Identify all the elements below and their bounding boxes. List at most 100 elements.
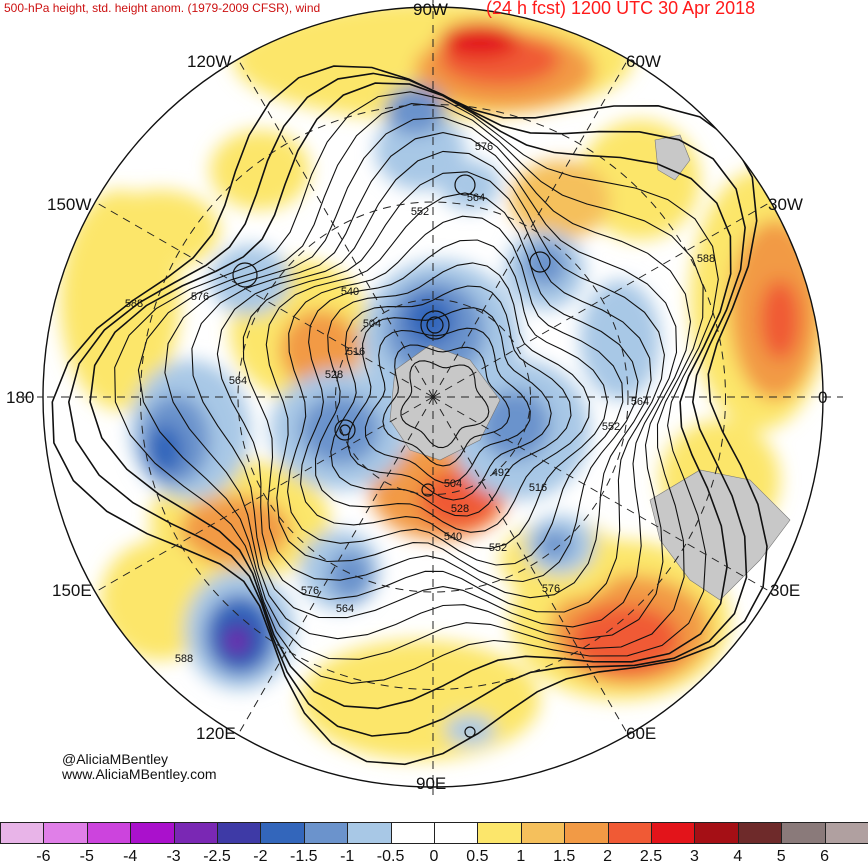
colorbar-swatch [260, 822, 305, 844]
map-title-left: 500-hPa height, std. height anom. (1979-… [4, 1, 321, 15]
contour-label: 552 [411, 206, 429, 218]
height-contour [314, 262, 591, 533]
lon-label-30w: 30W [768, 195, 803, 214]
warm-anomaly [440, 22, 520, 58]
colorbar-swatch [564, 822, 609, 844]
land-area [649, 469, 791, 601]
meridian-line [432, 59, 629, 398]
colorbar-swatch [43, 822, 88, 844]
closed-low [421, 483, 435, 497]
lon-label-0: 0 [818, 388, 828, 407]
latitude-circle [335, 299, 531, 495]
height-contour [89, 82, 732, 710]
cool-anomaly [537, 530, 573, 560]
height-contour [242, 171, 652, 599]
meridian-line [95, 396, 434, 593]
height-contour [382, 344, 510, 467]
contour-label: 576 [475, 141, 493, 153]
colorbar-tick-label: -2 [253, 848, 268, 865]
closed-low [420, 310, 450, 340]
contour-label: 564 [336, 603, 354, 615]
colorbar-swatch [130, 822, 175, 844]
colorbar-swatch [347, 822, 392, 844]
lon-label-90e: 90E [416, 774, 447, 793]
height-contour [51, 65, 768, 766]
contour-label: 528 [325, 369, 343, 381]
contour-label: 528 [451, 503, 469, 515]
contour-label: 516 [529, 482, 547, 494]
colorbar-tick-label: 1.5 [553, 848, 576, 865]
lon-label-120w: 120W [187, 52, 232, 71]
lon-label-180: 180 [6, 388, 35, 407]
closed-low [454, 174, 476, 196]
height-contour [137, 103, 704, 660]
lon-label-150e: 150E [52, 581, 92, 600]
colorbar-tick-label: -5 [79, 848, 94, 865]
colorbar-tick-label: 5 [776, 848, 786, 865]
contour-label-layer: 576 564 552 588 576 540 504 516 528 564 588 564 552 4… [125, 141, 715, 665]
meridian-line [432, 201, 771, 398]
contour-label: 540 [444, 531, 462, 543]
warm-anomaly [100, 190, 220, 270]
contour-label: 492 [492, 467, 510, 479]
contour-label: 576 [191, 291, 209, 303]
colorbar-swatch [173, 822, 218, 844]
colorbar-swatch [781, 822, 826, 844]
latitude-circle [140, 104, 726, 690]
closed-low [529, 251, 551, 273]
lon-label-120e: 120E [196, 724, 236, 743]
contour-label: 564 [631, 396, 649, 408]
closed-low [232, 262, 258, 288]
meridian-line [95, 201, 434, 398]
colorbar-swatch [607, 822, 652, 844]
warm-anomaly [510, 160, 610, 240]
colorbar-swatch [824, 822, 868, 844]
contour-label: 588 [175, 653, 193, 665]
height-contour [114, 91, 719, 684]
closed-low [426, 316, 444, 334]
map-title-right: (24 h fcst) 1200 UTC 30 Apr 2018 [486, 0, 756, 18]
colorbar-swatch [0, 822, 45, 844]
height-contour [164, 116, 692, 640]
meridian-line [432, 396, 629, 735]
colorbar-swatch [434, 822, 479, 844]
colorbar-swatch [217, 822, 262, 844]
colorbar-tick-label: 3 [689, 848, 699, 865]
colorbar-swatch [651, 822, 696, 844]
colorbar-tick-label: -1 [340, 848, 355, 865]
cool-anomaly [328, 550, 372, 600]
closed-low [464, 726, 476, 738]
height-contour [265, 192, 639, 583]
meridian-line [237, 396, 434, 735]
height-contour [330, 285, 572, 517]
colorbar-swatch [520, 822, 566, 844]
height-contour [300, 239, 608, 550]
contour-label: 504 [363, 318, 381, 330]
height-contour [400, 360, 490, 449]
colorbar-tick-label: 2.5 [639, 848, 663, 865]
colorbar-swatch [86, 822, 132, 844]
meridian-line [432, 396, 771, 593]
closed-low [339, 424, 351, 436]
credit-website: www.AliciaMBentley.com [62, 766, 217, 782]
colorbar-tick-label: -6 [36, 848, 51, 865]
contour-label: 516 [347, 346, 365, 358]
contour-label: 552 [602, 421, 620, 433]
lon-label-30e: 30E [770, 581, 801, 600]
height-contour [216, 150, 665, 613]
colorbar-swatch [390, 822, 435, 844]
colorbar-tick-label: 2 [603, 848, 613, 865]
contour-label: 588 [125, 298, 143, 310]
closed-low [334, 419, 356, 441]
lon-label-150w: 150W [47, 195, 92, 214]
height-contour [364, 327, 531, 484]
height-contour [347, 307, 552, 501]
lon-label-60w: 60W [626, 52, 661, 71]
colorbar-tick-label: 0.5 [466, 848, 489, 865]
latitude-circle [237, 201, 629, 593]
colorbar-swatch [477, 822, 522, 844]
lon-label-90w: 90W [413, 0, 448, 19]
contour-label: 576 [542, 583, 560, 595]
cool-anomaly [385, 85, 445, 135]
